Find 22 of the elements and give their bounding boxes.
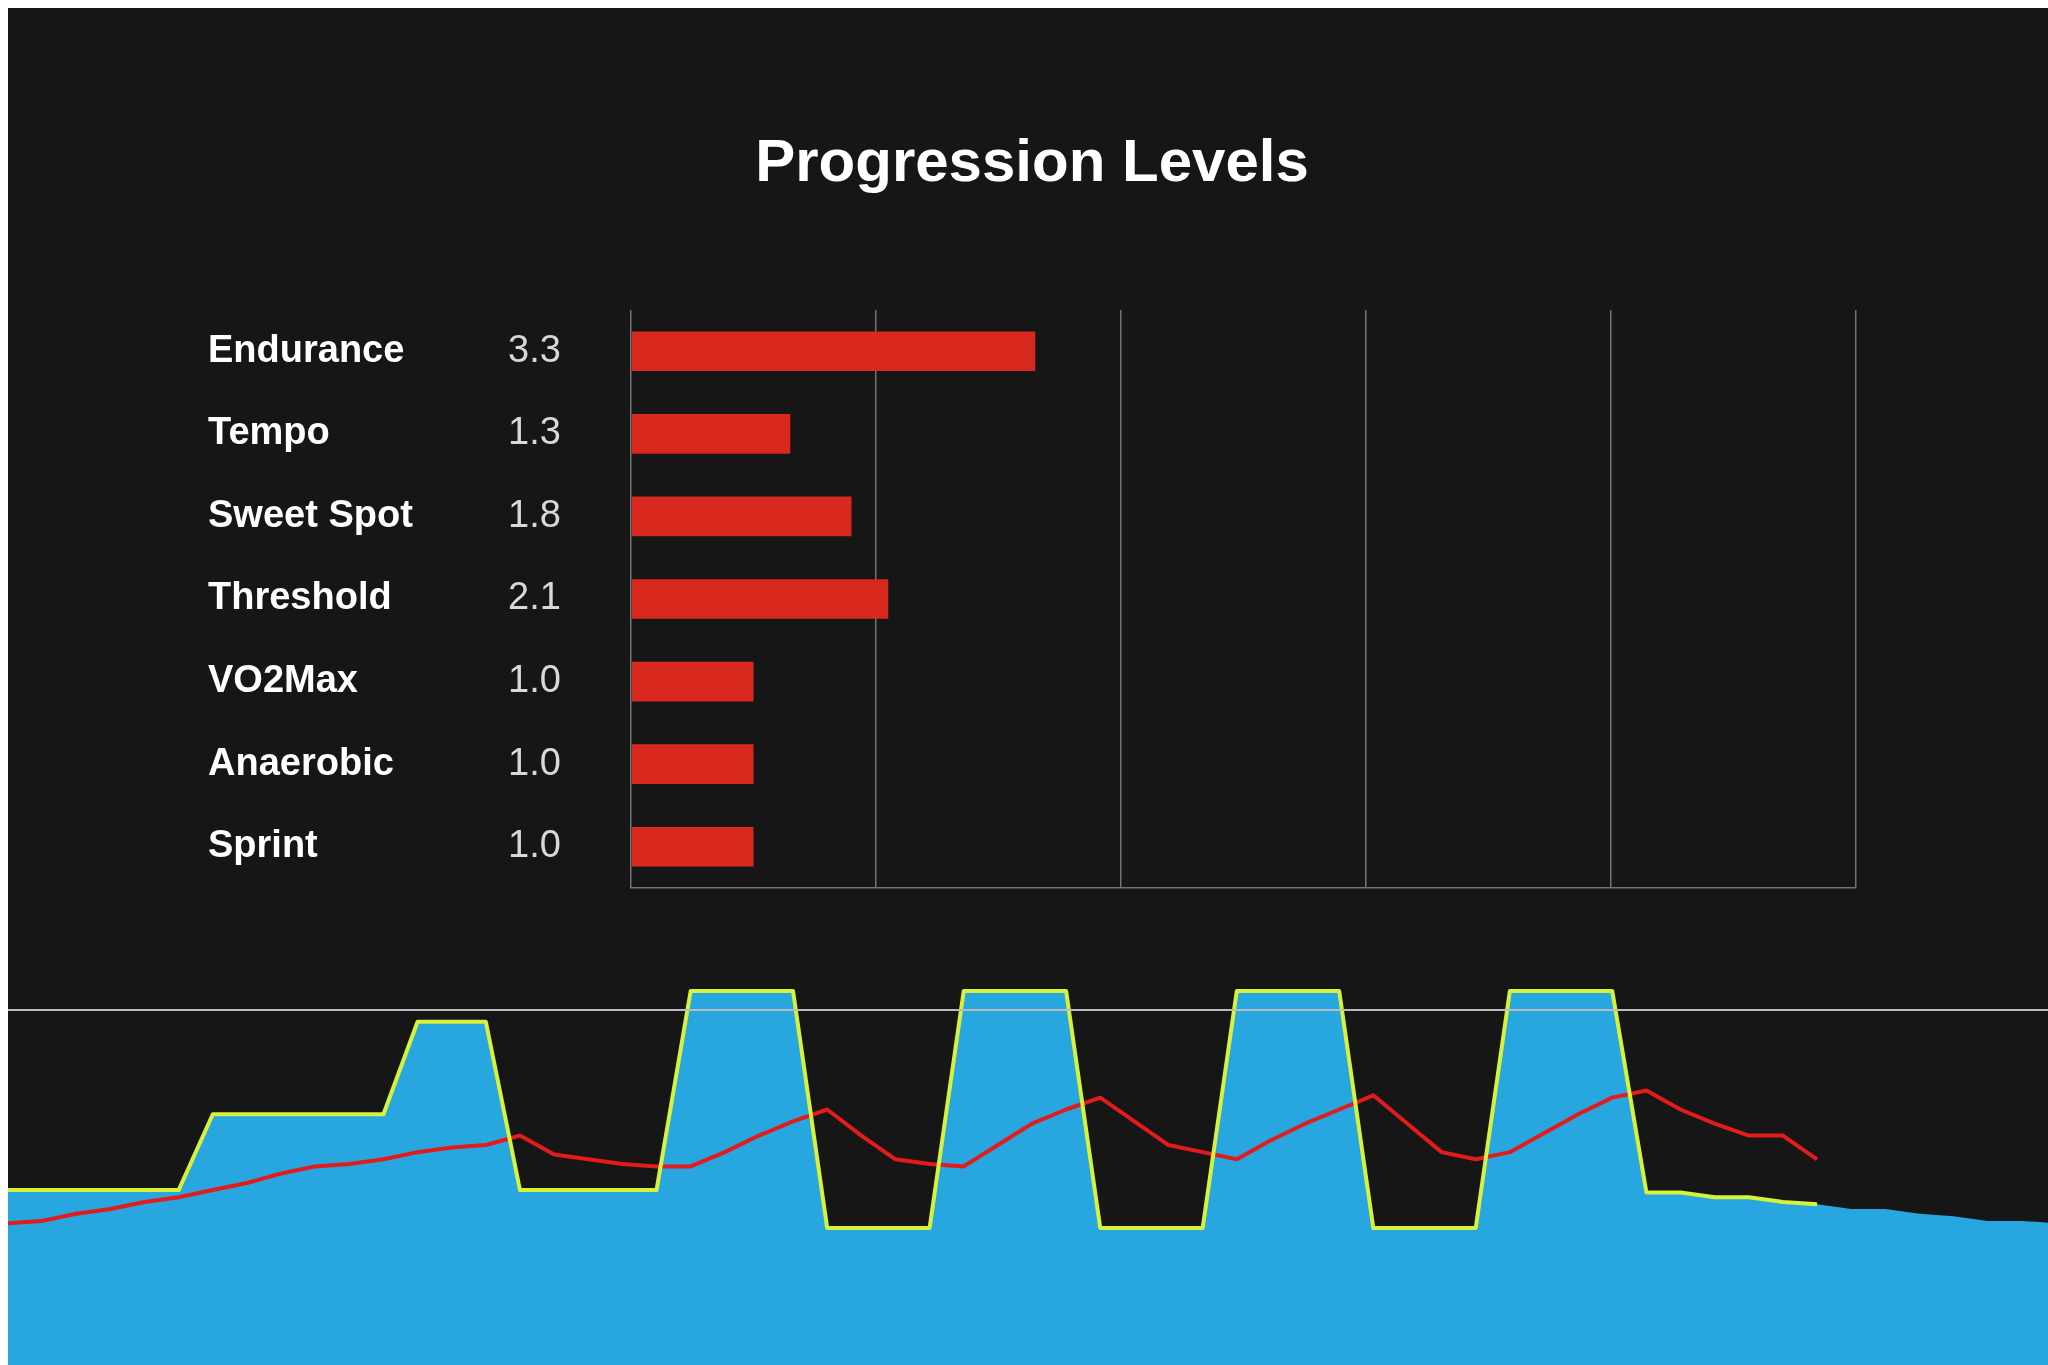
bar (631, 661, 754, 702)
data-label: 1.0 (508, 823, 561, 866)
bar (631, 579, 889, 619)
y-tick-label: Endurance (208, 327, 405, 370)
bar (631, 826, 754, 867)
y-tick-label: Sweet Spot (208, 492, 414, 535)
bar (631, 331, 1036, 372)
data-label: 2.1 (508, 575, 561, 618)
y-tick-label: Threshold (208, 575, 392, 618)
bar (631, 496, 852, 537)
data-label: 1.8 (508, 492, 561, 535)
y-tick-label: VO2Max (208, 658, 358, 701)
bar (631, 414, 791, 454)
data-label: 1.0 (508, 658, 561, 701)
data-label: 3.3 (508, 327, 561, 370)
data-label: 1.0 (508, 740, 561, 783)
y-tick-label: Anaerobic (208, 740, 394, 783)
y-tick-label: Tempo (208, 410, 330, 453)
data-label: 1.3 (508, 410, 561, 453)
y-tick-label: Sprint (208, 823, 319, 866)
bar (631, 744, 754, 784)
chart-title: Progression Levels (755, 126, 1309, 194)
